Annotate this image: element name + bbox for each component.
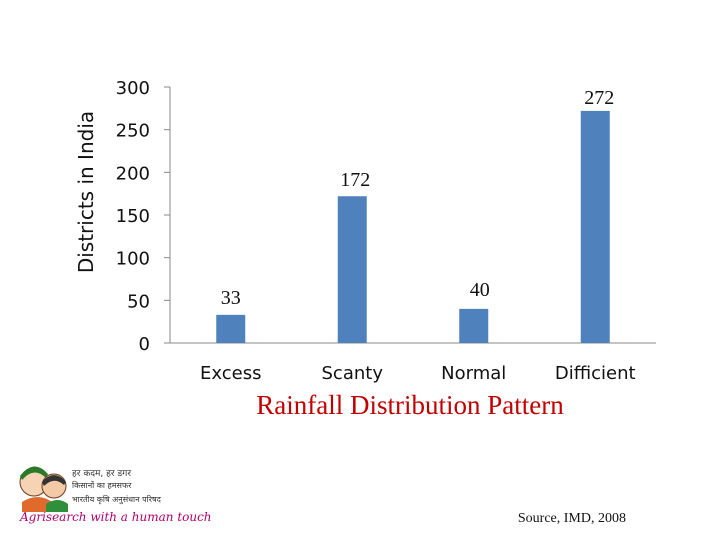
y-tick-label: 250 bbox=[116, 121, 150, 142]
data-label: 33 bbox=[221, 287, 241, 309]
data-label: 172 bbox=[340, 169, 370, 191]
logo-line-1: हर कदम, हर डगर bbox=[72, 469, 131, 479]
bar-normal bbox=[459, 308, 489, 343]
bar-excess bbox=[216, 314, 246, 343]
y-tick-label: 0 bbox=[139, 334, 150, 355]
data-label: 40 bbox=[470, 279, 490, 301]
x-tick-label: Scanty bbox=[322, 363, 384, 384]
y-tick-label: 150 bbox=[116, 206, 150, 227]
data-label: 272 bbox=[584, 87, 614, 109]
logo-tagline: Agrisearch with a human touch bbox=[20, 510, 212, 524]
y-axis-label: Districts in India bbox=[74, 110, 98, 274]
x-tick-label: Difficient bbox=[555, 363, 636, 384]
chart-title: Rainfall Distribution Pattern bbox=[256, 390, 564, 420]
logo-line-3: भारतीय कृषि अनुसंधान परिषद bbox=[72, 495, 161, 504]
logo-line-2: किसानों का हमसफर bbox=[72, 481, 132, 490]
y-tick-label: 50 bbox=[127, 291, 150, 312]
y-tick-label: 200 bbox=[116, 163, 150, 184]
x-tick-label: Normal bbox=[441, 363, 506, 384]
y-tick-label: 100 bbox=[116, 249, 150, 270]
icar-logo bbox=[19, 466, 68, 512]
x-tick-label: Excess bbox=[200, 363, 261, 384]
source-note: Source, IMD, 2008 bbox=[517, 511, 626, 526]
y-tick-label: 300 bbox=[116, 78, 150, 99]
bar-difficient bbox=[580, 110, 610, 343]
bar-scanty bbox=[337, 196, 367, 343]
